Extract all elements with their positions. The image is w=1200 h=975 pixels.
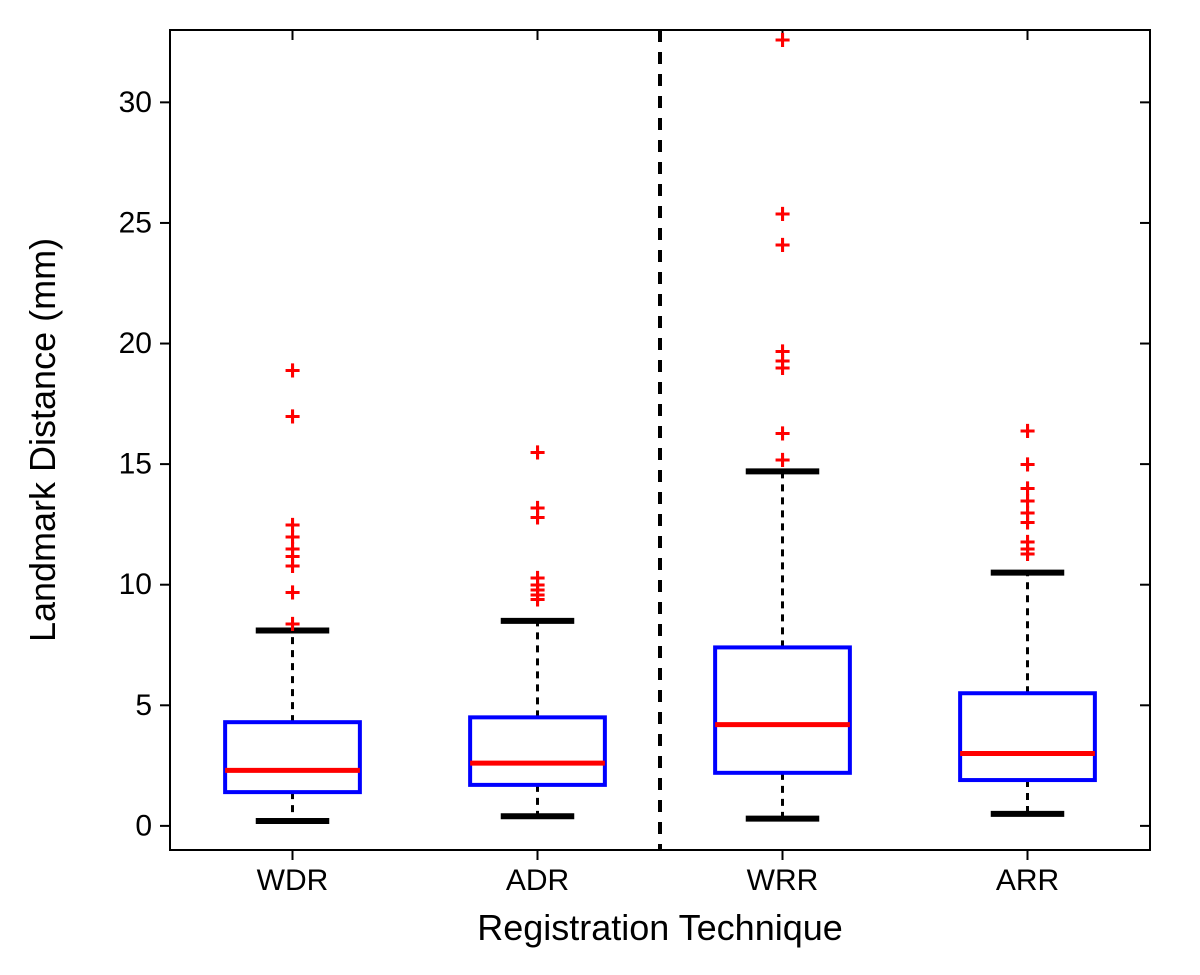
- y-tick-label: 25: [119, 206, 152, 239]
- y-tick-label: 10: [119, 568, 152, 601]
- y-axis-title: Landmark Distance (mm): [22, 238, 63, 642]
- outlier-marker: +: [284, 608, 300, 639]
- outlier-marker: +: [774, 417, 790, 448]
- y-tick-label: 5: [135, 689, 152, 722]
- box: [470, 717, 605, 785]
- y-tick-label: 15: [119, 448, 152, 481]
- outlier-marker: +: [284, 355, 300, 386]
- outlier-marker: +: [1019, 415, 1035, 446]
- outlier-marker: +: [529, 562, 545, 593]
- outlier-marker: +: [774, 444, 790, 475]
- x-axis-title: Registration Technique: [477, 907, 843, 948]
- outlier-marker: +: [774, 198, 790, 229]
- chart-svg: 0 5 10 15 20 25 30 WDR ADR WRR ARR Registration Tec…: [0, 0, 1200, 975]
- x-tick-label: WDR: [257, 864, 329, 897]
- box: [715, 647, 850, 772]
- outlier-marker: +: [529, 437, 545, 468]
- x-tick-label: ARR: [996, 864, 1059, 897]
- boxplot-chart: 0 5 10 15 20 25 30 WDR ADR WRR ARR Registration Tec…: [0, 0, 1200, 975]
- outlier-marker: +: [774, 24, 790, 55]
- y-tick-label: 20: [119, 327, 152, 360]
- box: [225, 722, 360, 792]
- box: [960, 693, 1095, 780]
- outlier-marker: +: [284, 576, 300, 607]
- outlier-marker: +: [1019, 449, 1035, 480]
- outlier-marker: +: [284, 400, 300, 431]
- y-tick-label: 0: [135, 809, 152, 842]
- outlier-marker: +: [774, 335, 790, 366]
- y-tick-label: 30: [119, 86, 152, 119]
- x-tick-label: WRR: [747, 864, 819, 897]
- outlier-marker: +: [529, 492, 545, 523]
- outlier-marker: +: [284, 509, 300, 540]
- outlier-marker: +: [774, 229, 790, 260]
- x-tick-label: ADR: [506, 864, 569, 897]
